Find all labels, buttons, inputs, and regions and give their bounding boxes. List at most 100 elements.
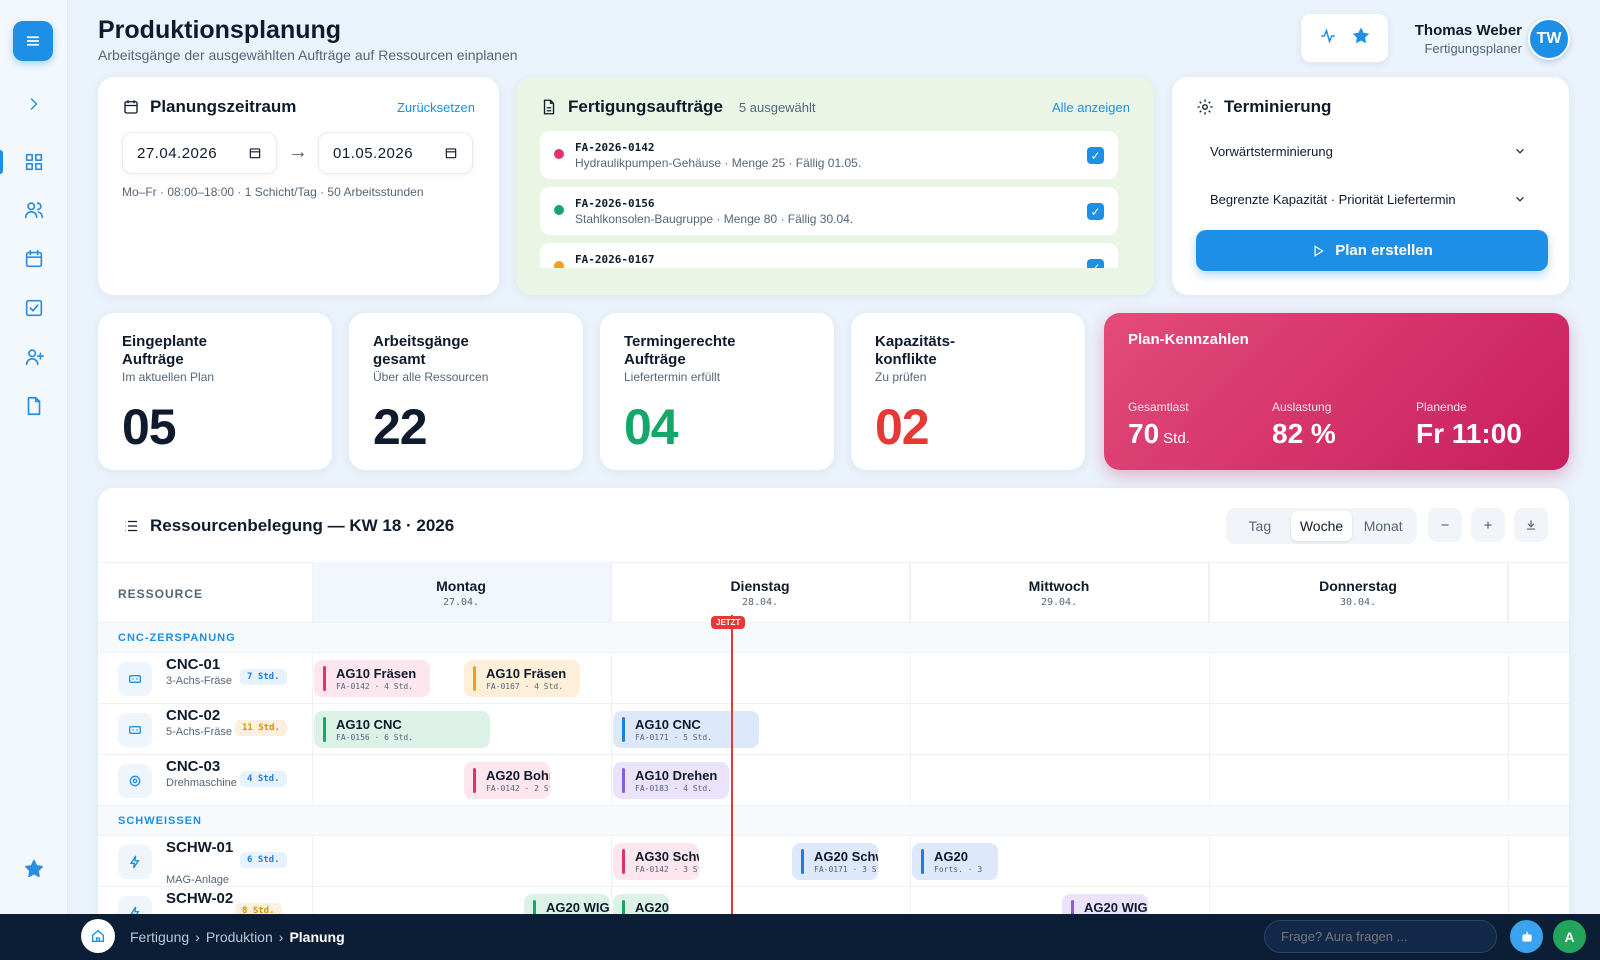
operation-detail: FA-0167 · 4 Std.: [486, 682, 564, 691]
calendar-icon: [249, 148, 261, 159]
operation-bar[interactable]: AG20 WIGFA-0183 · 3 Std.: [1062, 894, 1148, 914]
kpi-title: Arbeitsgänge gesamt: [373, 333, 469, 368]
plan-kpi-value: 70 Std.: [1128, 418, 1190, 450]
operation-bar[interactable]: AG20FA-0156: [613, 894, 669, 914]
operation-bar[interactable]: AG20 WIGFA-0156 · 3 Std.: [524, 894, 610, 914]
kpi-title: Eingeplante Aufträge: [122, 333, 208, 368]
machine-icon: [129, 675, 141, 683]
operation-bar[interactable]: AG10 CNC FA-0171 · 5 Std.: [613, 711, 759, 748]
operation-bar[interactable]: AG20 Forts. · 3: [912, 843, 998, 880]
user-plus-icon: [25, 349, 44, 366]
kpi-value: 05: [122, 399, 177, 455]
operation-bar[interactable]: AG10 Fräsen FA-0167 · 4 Std.: [464, 660, 580, 697]
day-column-header: Donnerstag 30.04.: [1209, 562, 1508, 622]
resource-hours-badge: 7 Std.: [240, 669, 287, 685]
avatar[interactable]: TW: [1528, 18, 1570, 60]
resource-type: 3-Achs-Fräse: [166, 675, 233, 687]
plan-kpi-number: 82 %: [1272, 418, 1336, 449]
plan-kpi-number: 70: [1128, 418, 1160, 449]
nav-documents[interactable]: [22, 394, 46, 418]
zoom-out-button[interactable]: [1428, 508, 1462, 542]
resource-hours-badge: 11 Std.: [235, 720, 287, 736]
view-week[interactable]: Woche: [1290, 511, 1353, 541]
plan-kpi-card: Plan-Kennzahlen Gesamtlast 70 Std. Auslastu…: [1104, 313, 1569, 470]
download-button[interactable]: [1514, 508, 1548, 542]
gantt-header: RESSOURCE: [98, 562, 1569, 622]
order-item[interactable]: FA-2026-0156 Stahlkonsolen-Baugruppe · Me…: [540, 187, 1118, 235]
scheduling-label: Terminierung: [1224, 97, 1332, 116]
operation-bar[interactable]: AG30 SchweißenFA-0142 · 3 Std.: [613, 843, 699, 880]
capacity-value: Begrenzte Kapazität · Priorität Lieferte…: [1210, 191, 1456, 207]
day-column-header: Mittwoch 29.04.: [910, 562, 1209, 622]
operation-bar[interactable]: AG10 CNC FA-0156 · 6 Std.: [314, 711, 490, 748]
operation-title: AG10 Fräsen: [486, 666, 567, 681]
nav-calendar[interactable]: [22, 247, 46, 271]
activity-button[interactable]: [1319, 27, 1337, 50]
menu-button[interactable]: [13, 21, 53, 61]
bolt-icon: [129, 855, 140, 869]
star-icon: [25, 859, 43, 878]
show-all-link[interactable]: Alle anzeigen: [1051, 100, 1130, 115]
active-indicator: [0, 150, 3, 174]
order-checkbox[interactable]: ✓: [1087, 259, 1104, 268]
capacity-select[interactable]: Begrenzte Kapazität · Priorität Lieferte…: [1196, 179, 1541, 219]
order-list: FA-2026-0142 Hydraulikpumpen-Gehäuse · Me…: [540, 131, 1118, 268]
nav-add-user[interactable]: [22, 345, 46, 369]
scheduling-mode-value: Vorwärtsterminierung: [1210, 143, 1333, 159]
resource-hours-badge: 8 Std.: [235, 903, 282, 914]
order-checkbox[interactable]: ✓: [1087, 203, 1104, 220]
crumb-fertigung[interactable]: Fertigung: [130, 929, 190, 945]
operation-bar[interactable]: AG10 Drehen FA-0183 · 4 Std.: [613, 762, 729, 799]
crumb-produktion[interactable]: Produktion: [205, 929, 273, 945]
operation-detail: FA-0171 · 3 Std.: [814, 865, 878, 874]
plan-kpi-unit: Std.: [1163, 430, 1190, 447]
favorite-button[interactable]: [1352, 27, 1370, 50]
user-avatar[interactable]: A: [1553, 920, 1586, 953]
operation-bar[interactable]: AG10 Fräsen FA-0142 · 4 Std.: [314, 660, 430, 697]
resource-hours-badge: 6 Std.: [240, 852, 287, 868]
order-checkbox[interactable]: ✓: [1087, 147, 1104, 164]
scheduling-mode-select[interactable]: Vorwärtsterminierung: [1196, 131, 1541, 171]
nav-team[interactable]: [22, 198, 46, 222]
crumb-planung: Planung: [289, 929, 345, 945]
view-month[interactable]: Monat: [1363, 518, 1403, 534]
grid-line: [611, 562, 612, 914]
day-date: 30.04.: [1339, 597, 1377, 608]
operation-bar[interactable]: AG20 SchweißenFA-0171 · 3 Std.: [792, 843, 878, 880]
zoom-in-button[interactable]: [1471, 508, 1505, 542]
resource-type: MAG-Anlage: [166, 874, 229, 886]
plan-kpi-number: Fr 11:00: [1416, 418, 1522, 449]
home-button[interactable]: [81, 919, 115, 953]
activity-icon: [1321, 28, 1335, 43]
end-date-value: 01.05.2026: [333, 144, 414, 162]
operation-bar[interactable]: AG20 BohrenFA-0142 · 2 Std.: [464, 762, 550, 799]
assistant-button[interactable]: [1510, 920, 1543, 953]
kpi-value: 22: [373, 399, 428, 455]
user-role: Fertigungsplaner: [1424, 41, 1522, 56]
resource-type: 5-Achs-Fräse: [166, 726, 233, 738]
crumb-separator: ›: [278, 929, 284, 945]
order-status-dot: [554, 261, 564, 268]
plan-kpi-label: Auslastung: [1272, 400, 1332, 414]
chevron-right-icon: [30, 98, 38, 110]
calendar-icon: [445, 148, 457, 159]
operation-title: AG10 CNC: [635, 717, 701, 732]
nav-dashboard[interactable]: [22, 150, 46, 174]
now-line: [731, 615, 733, 914]
expand-sidebar-button[interactable]: [24, 94, 44, 114]
nav-favorites[interactable]: [22, 857, 46, 881]
create-plan-button[interactable]: Plan erstellen: [1196, 230, 1548, 271]
view-day[interactable]: Tag: [1248, 518, 1272, 534]
operation-detail: FA-0183 · 4 Std.: [635, 784, 713, 793]
day-name: Mittwoch: [1028, 578, 1090, 594]
kpi-subtitle: Über alle Ressourcen: [373, 370, 489, 384]
start-date-input[interactable]: 27.04.2026: [122, 132, 277, 174]
download-icon: [1526, 520, 1536, 530]
nav-tasks[interactable]: [22, 296, 46, 320]
order-item[interactable]: FA-2026-0142 Hydraulikpumpen-Gehäuse · Me…: [540, 131, 1118, 179]
day-column-header: Montag 27.04.: [312, 562, 611, 622]
ask-assistant-input[interactable]: [1264, 920, 1497, 953]
end-date-input[interactable]: 01.05.2026: [318, 132, 473, 174]
reset-link[interactable]: Zurücksetzen: [396, 100, 475, 115]
order-item[interactable]: FA-2026-0167 ✓: [540, 243, 1118, 268]
